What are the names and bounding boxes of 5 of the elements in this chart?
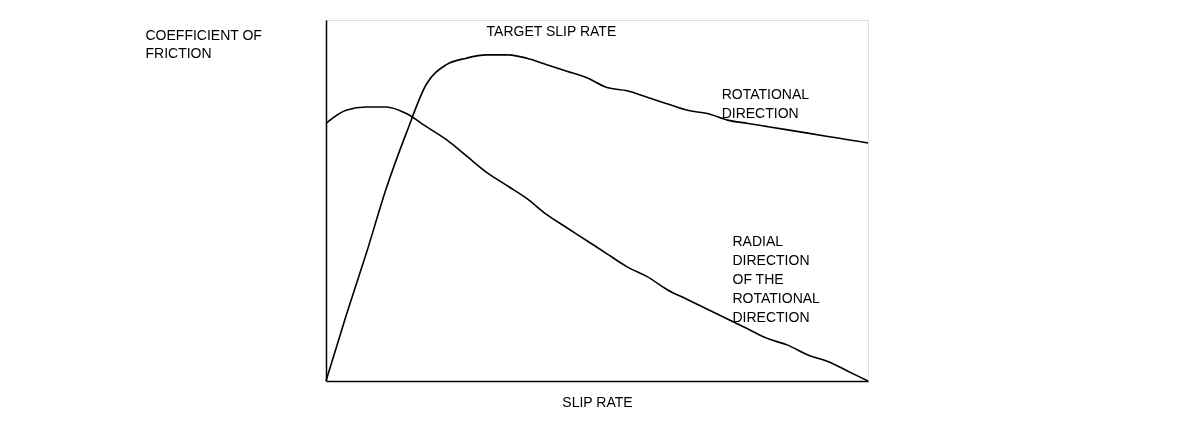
y-axis-title: COEFFICIENT OF FRICTION bbox=[145, 26, 262, 61]
series-label: RADIAL DIRECTION OF THE ROTATIONAL DIRECTION bbox=[732, 233, 821, 325]
x-axis-title: SLIP RATE bbox=[562, 393, 633, 410]
series-label: ROTATIONAL DIRECTION bbox=[721, 86, 810, 121]
text: TARGET SLIP RATE bbox=[486, 23, 617, 39]
